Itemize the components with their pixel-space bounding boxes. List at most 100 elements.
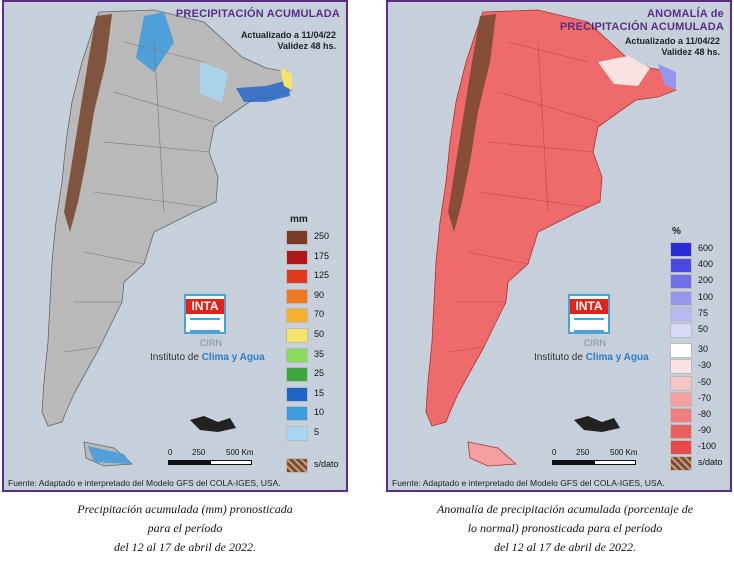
nodata-label: s/dato: [698, 457, 723, 467]
left-caption: Precipitación acumulada (mm) pronosticad…: [40, 500, 330, 557]
source-text: Fuente: Adaptado e interpretado del Mode…: [392, 478, 665, 488]
legend-label: 5: [314, 427, 320, 437]
legend-label: 15: [314, 387, 325, 398]
legend-swatch: [286, 426, 308, 441]
legend-label: -30: [698, 360, 712, 371]
scale-label-500: 500 Km: [226, 448, 254, 457]
andes-nodata-band: [448, 14, 496, 232]
legend-label: 100: [698, 291, 714, 302]
legend-swatch: [670, 306, 692, 322]
legend-swatch: [670, 258, 692, 274]
tierra-del-fuego: [467, 441, 517, 467]
legend-label: -90: [698, 425, 712, 436]
institute-name: Instituto de Clima y Agua: [150, 352, 265, 363]
light-blue-area: [200, 62, 228, 102]
legend-swatch: [670, 375, 692, 391]
nodata-label: s/dato: [314, 459, 339, 469]
legend-swatch: [286, 308, 308, 324]
northeast-precipitation: [136, 12, 174, 72]
inta-logo: INTA: [568, 294, 610, 334]
legend-swatch: [670, 391, 692, 407]
institute-highlight: Clima y Agua: [201, 352, 265, 363]
scale-label-0: 0: [552, 448, 557, 457]
scale-label-250: 250: [576, 448, 590, 457]
legend-swatch: [670, 440, 692, 456]
legend-swatch: [670, 290, 692, 306]
source-text: Fuente: Adaptado e interpretado del Mode…: [8, 478, 281, 488]
legend-label: -80: [698, 409, 712, 419]
legend-label: 50: [698, 324, 709, 334]
institute-name: Instituto de Clima y Agua: [534, 352, 649, 363]
andes-nodata-band: [64, 14, 112, 232]
northeast-light-area: [598, 56, 650, 86]
legend-swatch: [670, 408, 692, 423]
nodata-swatch: [286, 458, 308, 473]
legend-swatch: [286, 347, 308, 363]
institute-prefix: Instituto de: [150, 352, 202, 363]
anomaly-map-panel: ANOMALÍA de PRECIPITACIÓN ACUMULADA Actu…: [386, 0, 732, 492]
institute-prefix: Instituto de: [534, 352, 586, 363]
legend-label: 175: [314, 250, 330, 261]
malvinas-islands: [190, 416, 236, 432]
legend-swatch: [286, 269, 308, 285]
legend-swatch: [286, 328, 308, 343]
province-borders: [63, 41, 215, 353]
cirn-label: CIRN: [584, 338, 606, 348]
legend-label: 90: [314, 289, 325, 300]
legend-swatch: [670, 359, 692, 375]
province-borders: [447, 41, 599, 353]
legend-swatch: [286, 406, 308, 422]
misiones-yellow: [280, 68, 292, 90]
legend-swatch: [286, 230, 308, 245]
updated-date: Actualizado a 11/04/22: [240, 30, 336, 40]
legend-label: 30: [698, 344, 709, 355]
legend-unit: %: [672, 226, 681, 237]
malvinas-islands: [574, 416, 620, 432]
legend-label: -100: [698, 441, 717, 452]
legend-swatch: [286, 288, 308, 304]
inta-logo-text: INTA: [570, 299, 608, 314]
legend-label: 600: [698, 243, 714, 253]
inta-logo-lines: [190, 318, 220, 332]
legend-label: 50: [314, 329, 325, 339]
legend-label: -70: [698, 392, 712, 403]
precipitation-map-panel: PRECIPITACIÓN ACUMULADA Actualizado a 11…: [2, 0, 348, 492]
legend-swatch: [670, 274, 692, 290]
legend-label: 25: [314, 368, 325, 379]
legend-label: 35: [314, 348, 325, 359]
legend-swatch: [670, 424, 692, 440]
validity-text: Validez 48 hs.: [661, 47, 720, 57]
map-title: PRECIPITACIÓN ACUMULADA: [176, 8, 340, 21]
precipitation-map: [4, 2, 346, 490]
argentina-land: [425, 9, 677, 427]
update-info: Actualizado a 11/04/22 Validez 48 hs.: [625, 36, 720, 58]
legend-swatch: [286, 386, 308, 402]
legend-label: 125: [314, 270, 330, 281]
update-info: Actualizado a 11/04/22 Validez 48 hs.: [241, 30, 336, 52]
institute-highlight: Clima y Agua: [585, 352, 649, 363]
legend-label: -50: [698, 376, 712, 387]
caption-line: para el período: [147, 521, 223, 535]
caption-line: lo normal) pronosticada para el período: [467, 521, 663, 535]
cirn-label: CIRN: [200, 338, 222, 348]
caption-line: del 12 al 17 de abril de 2022.: [114, 540, 256, 554]
scale-label-250: 250: [192, 448, 206, 457]
legend-label: 75: [698, 307, 709, 318]
legend-unit: mm: [290, 214, 308, 225]
scale-label-500: 500 Km: [610, 448, 638, 457]
legend-label: 400: [698, 259, 714, 270]
legend-swatch: [670, 242, 692, 257]
legend-label: 250: [314, 231, 330, 241]
right-caption: Anomalía de precipitación acumulada (por…: [400, 500, 730, 557]
caption-line: Precipitación acumulada (mm) pronosticad…: [77, 502, 293, 516]
validity-text: Validez 48 hs.: [277, 41, 336, 51]
legend-swatch: [670, 343, 692, 359]
south-blue-area: [88, 446, 130, 464]
inta-logo-text: INTA: [186, 299, 224, 314]
legend-label: 70: [314, 309, 325, 320]
legend-label: 10: [314, 407, 325, 418]
mesopotamia-precipitation: [236, 80, 290, 102]
legend-label: 200: [698, 275, 714, 286]
map-title-text: PRECIPITACIÓN ACUMULADA: [175, 8, 340, 20]
nodata-swatch: [670, 456, 692, 471]
